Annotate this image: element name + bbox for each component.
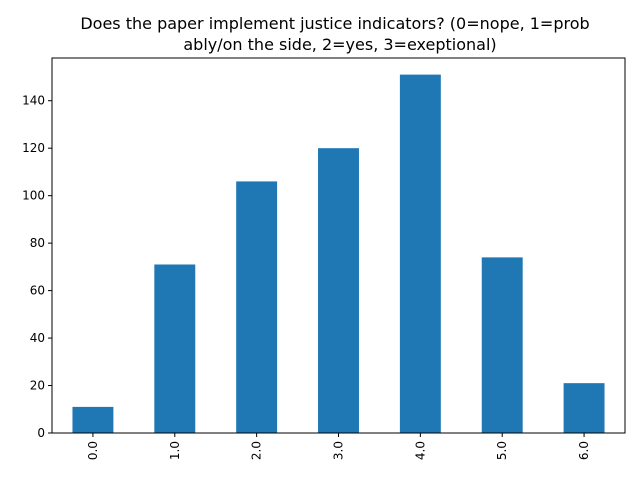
bar-3 bbox=[318, 148, 359, 433]
bar-2 bbox=[236, 181, 278, 433]
bar-4 bbox=[399, 74, 441, 433]
chart-title-line-1: Does the paper implement justice indicat… bbox=[80, 14, 589, 33]
y-tick-label-2: 40 bbox=[30, 331, 45, 345]
y-tick-label-3: 60 bbox=[30, 284, 45, 298]
y-tick-label-6: 120 bbox=[22, 141, 45, 155]
axes-frame bbox=[51, 57, 626, 434]
y-tick-label-4: 80 bbox=[30, 236, 45, 250]
y-tick-label-7: 140 bbox=[22, 94, 45, 108]
bar-0 bbox=[72, 406, 114, 433]
y-tick-label-1: 20 bbox=[30, 379, 45, 393]
bar-6 bbox=[563, 383, 605, 433]
x-tick-label-0: 0.0 bbox=[86, 441, 100, 460]
x-tick-label-4: 4.0 bbox=[413, 441, 427, 460]
x-tick-label-6: 6.0 bbox=[577, 441, 591, 460]
plot-area: 0 20 40 60 80 100 120 140 0.0 1.0 2.0 3.0 4.0 5.0 6.0 bbox=[22, 57, 626, 460]
x-tick-label-1: 1.0 bbox=[168, 441, 182, 460]
y-tick-label-0: 0 bbox=[37, 426, 45, 440]
x-tick-label-5: 5.0 bbox=[495, 441, 509, 460]
bar-5 bbox=[481, 257, 523, 433]
bar-1 bbox=[154, 264, 196, 433]
y-tick-label-5: 100 bbox=[22, 189, 45, 203]
x-tick-label-2: 2.0 bbox=[250, 441, 264, 460]
chart-title-line-2: ably/on the side, 2=yes, 3=exeptional) bbox=[183, 35, 496, 54]
x-tick-label-3: 3.0 bbox=[332, 441, 346, 460]
